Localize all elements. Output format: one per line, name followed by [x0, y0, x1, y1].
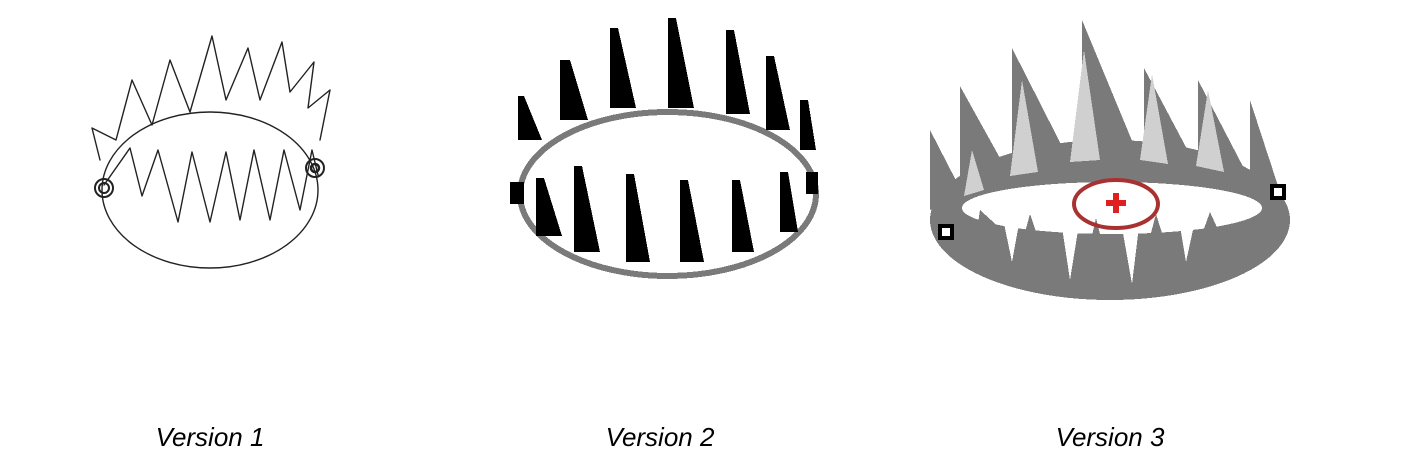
- caption-version-3: Version 3: [1055, 422, 1165, 452]
- panel-version-1: Version 1: [60, 0, 360, 476]
- bear-trap-sketch: [91, 35, 331, 269]
- bear-trap-pixel-gray: [930, 20, 1290, 300]
- target-marker-icon: [1072, 178, 1160, 230]
- caption-version-1: Version 1: [155, 422, 265, 452]
- bear-trap-pixel-black: [510, 18, 819, 279]
- caption-version-2: Version 2: [605, 422, 715, 452]
- panel-version-3: Version 3: [920, 0, 1300, 476]
- panel-version-2: Version 2: [500, 0, 820, 476]
